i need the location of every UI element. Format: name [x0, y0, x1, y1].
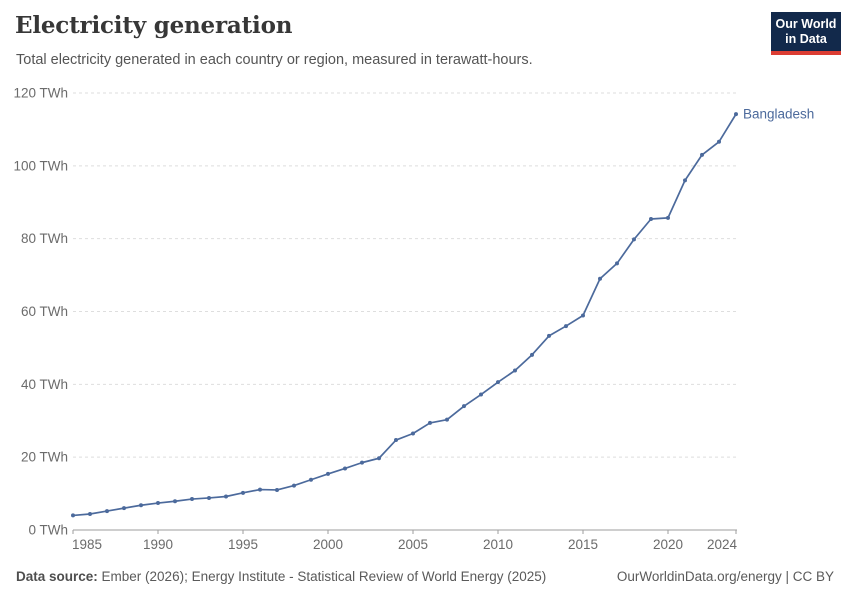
data-point-marker: [530, 352, 534, 357]
x-tick-label: 2015: [568, 537, 598, 552]
data-point-marker: [496, 380, 500, 385]
x-tick-label: 1995: [228, 537, 258, 552]
data-point-marker: [241, 490, 245, 495]
owid-logo-line1: Our World: [775, 17, 837, 31]
data-point-marker: [190, 497, 194, 502]
data-point-marker: [343, 466, 347, 471]
data-point-marker: [224, 494, 228, 499]
data-point-marker: [173, 499, 177, 504]
data-point-marker: [275, 487, 279, 492]
data-source-note: Data source: Ember (2026); Energy Instit…: [16, 569, 546, 584]
chart-subtitle: Total electricity generated in each coun…: [16, 52, 533, 68]
y-tick-label: 40 TWh: [21, 377, 68, 392]
data-point-marker: [581, 313, 585, 318]
data-point-marker: [428, 420, 432, 425]
data-point-marker: [360, 460, 364, 465]
owid-logo[interactable]: Our World in Data: [771, 12, 841, 55]
data-point-marker: [632, 237, 636, 242]
data-point-marker: [139, 503, 143, 508]
data-point-marker: [649, 217, 653, 222]
x-tick-label: 1990: [143, 537, 173, 552]
data-point-marker: [88, 511, 92, 516]
data-point-marker: [666, 215, 670, 220]
entity-label[interactable]: Bangladesh: [743, 107, 814, 122]
x-tick-label: 2010: [483, 537, 513, 552]
data-point-marker: [105, 509, 109, 514]
data-point-marker: [564, 324, 568, 329]
data-source-label: Data source:: [16, 569, 98, 584]
data-point-marker: [377, 456, 381, 461]
data-point-marker: [309, 477, 313, 482]
owid-cc-link[interactable]: OurWorldinData.org/energy | CC BY: [616, 569, 834, 584]
data-point-marker: [547, 333, 551, 338]
series-line: [72, 113, 737, 517]
data-point-marker: [394, 438, 398, 443]
y-tick-label: 100 TWh: [13, 158, 68, 173]
data-point-marker: [615, 261, 619, 266]
x-tick-label: 2005: [398, 537, 428, 552]
chart-footer: Data source: Ember (2026); Energy Instit…: [16, 569, 834, 584]
data-point-marker: [71, 513, 75, 518]
data-point-marker: [734, 112, 738, 117]
y-tick-label: 20 TWh: [21, 450, 68, 465]
data-point-marker: [207, 495, 211, 500]
y-tick-label: 120 TWh: [13, 86, 68, 101]
owid-logo-line2: in Data: [785, 32, 827, 46]
x-tick-label: 2024: [707, 537, 738, 552]
x-tick-label: 2000: [313, 537, 343, 552]
data-point-marker: [717, 139, 721, 144]
y-tick-label: 80 TWh: [21, 231, 68, 246]
data-point-marker: [683, 178, 687, 183]
x-tick-label: 1985: [72, 537, 102, 552]
data-point-marker: [122, 506, 126, 511]
data-point-marker: [326, 471, 330, 476]
data-point-marker: [411, 431, 415, 436]
data-source-text: Ember (2026); Energy Institute - Statist…: [97, 569, 547, 584]
y-tick-label: 60 TWh: [21, 304, 68, 319]
data-point-marker: [445, 417, 449, 422]
data-point-marker: [513, 368, 517, 373]
y-tick-label: 0 TWh: [28, 523, 68, 538]
data-point-marker: [258, 487, 262, 492]
page-title: Electricity generation: [15, 12, 293, 39]
data-point-marker: [156, 501, 160, 506]
data-point-marker: [598, 276, 602, 281]
data-point-marker: [700, 152, 704, 157]
x-tick-label: 2020: [653, 537, 683, 552]
data-point-marker: [462, 404, 466, 409]
data-point-marker: [479, 392, 483, 397]
data-point-marker: [292, 483, 296, 488]
